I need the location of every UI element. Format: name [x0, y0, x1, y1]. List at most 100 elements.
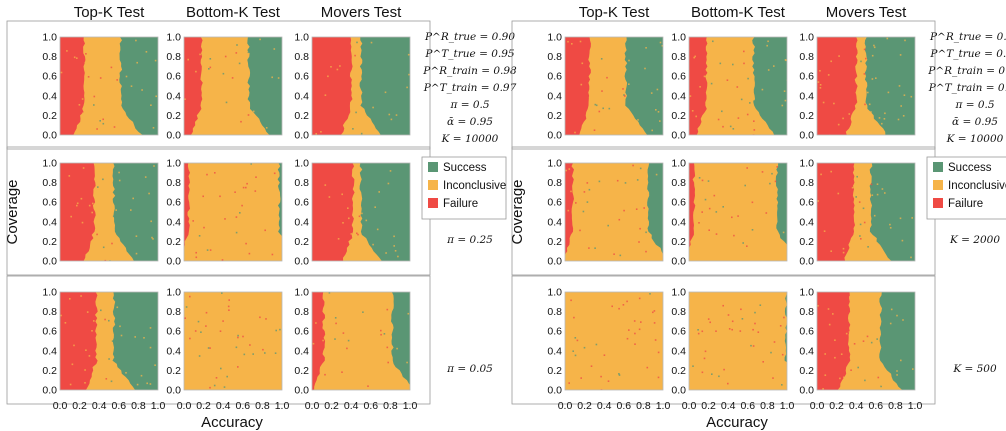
y-tick-label: 0.0 [42, 256, 57, 268]
column-title: Movers Test [826, 4, 907, 21]
column-title: Top-K Test [579, 4, 650, 21]
panel-border [564, 36, 664, 136]
x-tick-label: 0.8 [131, 400, 146, 412]
heatmap-panel-top-k-test [60, 292, 158, 390]
failure-region [60, 37, 86, 135]
success-region [752, 37, 787, 135]
y-tick-label: 1.0 [294, 287, 309, 299]
y-tick-label: 1.0 [671, 158, 686, 170]
inconclusive-region [689, 292, 787, 390]
y-tick-label: 0.8 [42, 306, 57, 318]
heatmap-panel-movers-test [817, 37, 915, 135]
y-tick-label: 0.8 [547, 177, 562, 189]
panel-border [816, 36, 916, 136]
column-title: Bottom-K Test [186, 4, 281, 21]
failure-region [184, 163, 190, 261]
y-tick-label: 0.8 [799, 177, 814, 189]
x-tick-label: 0.2 [72, 400, 87, 412]
y-tick-label: 0.4 [547, 216, 562, 228]
y-tick-label: 0.4 [166, 345, 181, 357]
y-tick-label: 0.2 [671, 236, 686, 248]
y-tick-label: 0.0 [799, 256, 814, 268]
x-tick-label: 1.0 [780, 400, 795, 412]
y-tick-label: 0.4 [799, 90, 814, 102]
x-tick-label: 1.0 [151, 400, 166, 412]
heatmap-panel-top-k-test [565, 292, 663, 390]
heatmap-panel-top-k-test [565, 37, 663, 135]
parameter-label: π = 0.5 [954, 99, 994, 111]
y-tick-label: 0.6 [166, 197, 181, 209]
heatmap-group-2: Top-K Test Bottom-K Test Movers Test 0.0 0.2… [509, 4, 1006, 431]
x-tick-label: 0.2 [701, 400, 716, 412]
legend-swatch [428, 180, 438, 190]
y-tick-label: 0.0 [799, 385, 814, 397]
panel-border [59, 162, 159, 262]
success-region [784, 292, 787, 390]
y-tick-label: 0.4 [547, 90, 562, 102]
y-tick-label: 0.2 [671, 365, 686, 377]
y-tick-label: 0.2 [671, 110, 686, 122]
legend: Success Inconclusive Failure [926, 156, 1006, 220]
success-region [879, 292, 915, 390]
x-axis-title: Accuracy [706, 414, 768, 431]
y-tick-label: 0.6 [294, 326, 309, 338]
y-tick-label: 0.4 [671, 90, 686, 102]
legend-swatch [428, 198, 438, 208]
x-tick-label: 0.4 [597, 400, 612, 412]
y-tick-label: 1.0 [547, 158, 562, 170]
y-tick-label: 0.2 [166, 236, 181, 248]
y-tick-label: 0.0 [166, 130, 181, 142]
y-tick-label: 1.0 [294, 158, 309, 170]
y-tick-label: 0.4 [42, 345, 57, 357]
y-tick-label: 0.4 [166, 90, 181, 102]
row-frame [6, 20, 431, 150]
panel-border [564, 291, 664, 391]
failure-region [689, 163, 696, 261]
parameter-label: P^T_true = 0.95 [424, 48, 515, 60]
x-tick-label: 0.8 [760, 400, 775, 412]
parameter-label: P^T_train = 0.97 [423, 82, 517, 94]
y-tick-label: 0.6 [671, 197, 686, 209]
panel-border [688, 36, 788, 136]
legend-label: Success [948, 162, 992, 174]
inconclusive-region [184, 292, 282, 390]
y-tick-label: 0.0 [799, 130, 814, 142]
success-region [112, 292, 158, 390]
heatmap-panel-top-k-test [60, 37, 158, 135]
y-tick-label: 0.8 [42, 177, 57, 189]
y-tick-label: 0.8 [166, 306, 181, 318]
legend: Success Inconclusive Failure [421, 156, 507, 220]
row-frame [511, 20, 936, 150]
y-tick-label: 0.0 [547, 256, 562, 268]
parameter-label: P^T_true = 0.95 [929, 48, 1006, 60]
x-tick-label: 0.8 [888, 400, 903, 412]
success-region [869, 163, 915, 261]
y-tick-label: 0.8 [671, 51, 686, 63]
y-tick-label: 1.0 [42, 287, 57, 299]
legend-swatch [933, 162, 943, 172]
y-tick-label: 1.0 [42, 158, 57, 170]
parameter-label: P^R_train = 0.98 [422, 65, 517, 77]
y-tick-label: 1.0 [799, 32, 814, 44]
panel-border [311, 36, 411, 136]
y-tick-label: 0.2 [166, 365, 181, 377]
success-region [624, 37, 663, 135]
heatmap-panel-top-k-test [60, 163, 158, 261]
x-axis-title: Accuracy [201, 414, 263, 431]
parameter-label: P^R_train = 0.98 [927, 65, 1006, 77]
y-tick-label: 0.8 [547, 306, 562, 318]
panel-border [816, 162, 916, 262]
y-tick-label: 0.8 [799, 306, 814, 318]
x-tick-label: 0.2 [577, 400, 592, 412]
y-tick-label: 0.6 [547, 326, 562, 338]
y-tick-label: 0.2 [42, 365, 57, 377]
heatmap-panel-movers-test [312, 37, 410, 135]
panel-border [311, 291, 411, 391]
heatmap-panel-movers-test [312, 163, 410, 261]
y-tick-label: 0.6 [166, 71, 181, 83]
x-tick-label: 0.0 [305, 400, 320, 412]
legend-swatch [933, 198, 943, 208]
failure-region [565, 37, 591, 135]
success-region [647, 163, 663, 261]
parameter-label: K = 10000 [946, 133, 1004, 145]
